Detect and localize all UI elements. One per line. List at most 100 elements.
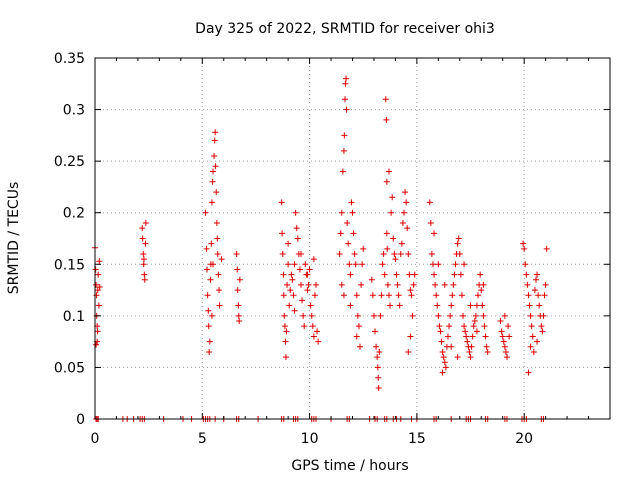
data-point <box>285 240 292 247</box>
data-point <box>484 348 491 355</box>
data-point <box>369 292 376 299</box>
data-point <box>291 307 298 314</box>
data-point <box>448 302 455 309</box>
data-point <box>299 297 306 304</box>
data-point <box>339 168 346 175</box>
grid-lines <box>95 58 610 419</box>
data-point <box>535 292 542 299</box>
data-point <box>282 354 289 361</box>
data-point <box>305 281 312 288</box>
data-point <box>352 261 359 268</box>
data-point <box>477 271 484 278</box>
data-point <box>94 328 101 335</box>
data-point <box>218 256 225 263</box>
data-point <box>456 250 463 257</box>
y-tick-label: 0.2 <box>63 206 85 222</box>
data-point <box>287 287 294 294</box>
data-point <box>289 276 296 283</box>
data-point <box>438 338 445 345</box>
y-tick-label: 0.1 <box>63 309 85 325</box>
data-point <box>387 302 394 309</box>
data-point <box>380 250 387 257</box>
data-point <box>388 209 395 216</box>
data-point <box>310 256 317 263</box>
data-point <box>405 348 412 355</box>
data-point <box>212 163 219 170</box>
data-point <box>499 333 506 340</box>
data-point <box>142 220 149 227</box>
y-axis-label: SRMTID / TECUs <box>6 182 22 295</box>
data-point <box>281 323 288 330</box>
data-point <box>483 343 490 350</box>
data-point <box>462 328 469 335</box>
data-point <box>214 250 221 257</box>
data-point <box>141 276 148 283</box>
data-point <box>450 281 457 288</box>
data-point <box>291 261 298 268</box>
data-point <box>429 261 436 268</box>
data-point <box>350 230 357 237</box>
data-point <box>458 292 465 299</box>
data-point <box>454 354 461 361</box>
data-point <box>451 271 458 278</box>
data-point <box>471 318 478 325</box>
data-point <box>311 292 318 299</box>
data-point <box>336 250 343 257</box>
data-point <box>403 199 410 206</box>
data-point <box>93 341 100 348</box>
data-point <box>307 302 314 309</box>
data-point <box>300 312 307 319</box>
data-point <box>280 292 287 299</box>
data-point <box>279 250 286 257</box>
data-point <box>341 132 348 139</box>
data-point <box>452 261 459 268</box>
data-point <box>383 116 390 123</box>
data-point <box>337 230 344 237</box>
data-point <box>292 209 299 216</box>
data-point <box>542 281 549 288</box>
data-point <box>375 374 382 381</box>
data-point <box>340 147 347 154</box>
data-point <box>440 354 447 361</box>
data-point <box>501 343 508 350</box>
data-point <box>529 333 536 340</box>
data-point <box>204 292 211 299</box>
data-point <box>396 302 403 309</box>
data-point <box>436 323 443 330</box>
data-point <box>139 235 146 242</box>
data-point <box>500 338 507 345</box>
data-point <box>313 281 320 288</box>
data-point <box>376 348 383 355</box>
data-point <box>340 292 347 299</box>
data-point <box>95 271 102 278</box>
data-point <box>448 343 455 350</box>
data-point <box>353 292 360 299</box>
y-tick-label: 0.35 <box>54 51 85 67</box>
data-point <box>505 323 512 330</box>
data-point <box>358 281 365 288</box>
data-point <box>354 312 361 319</box>
data-point <box>472 312 479 319</box>
data-point <box>212 129 219 136</box>
data-point <box>213 189 220 196</box>
data-point <box>442 364 449 371</box>
data-point <box>290 292 297 299</box>
data-point <box>384 245 391 252</box>
data-point <box>203 245 210 252</box>
x-axis-label: GPS time / hours <box>291 458 408 474</box>
data-point <box>233 250 240 257</box>
data-point <box>402 189 409 196</box>
data-point <box>304 287 311 294</box>
data-point <box>93 292 100 299</box>
chart-title: Day 325 of 2022, SRMTID for receiver ohi… <box>195 21 495 37</box>
data-point <box>534 271 541 278</box>
data-point <box>464 338 471 345</box>
data-point <box>409 312 416 319</box>
data-point <box>525 369 532 376</box>
data-point <box>309 323 316 330</box>
data-point <box>341 96 348 103</box>
data-point <box>349 209 356 216</box>
data-point <box>432 281 439 288</box>
data-point <box>468 343 475 350</box>
